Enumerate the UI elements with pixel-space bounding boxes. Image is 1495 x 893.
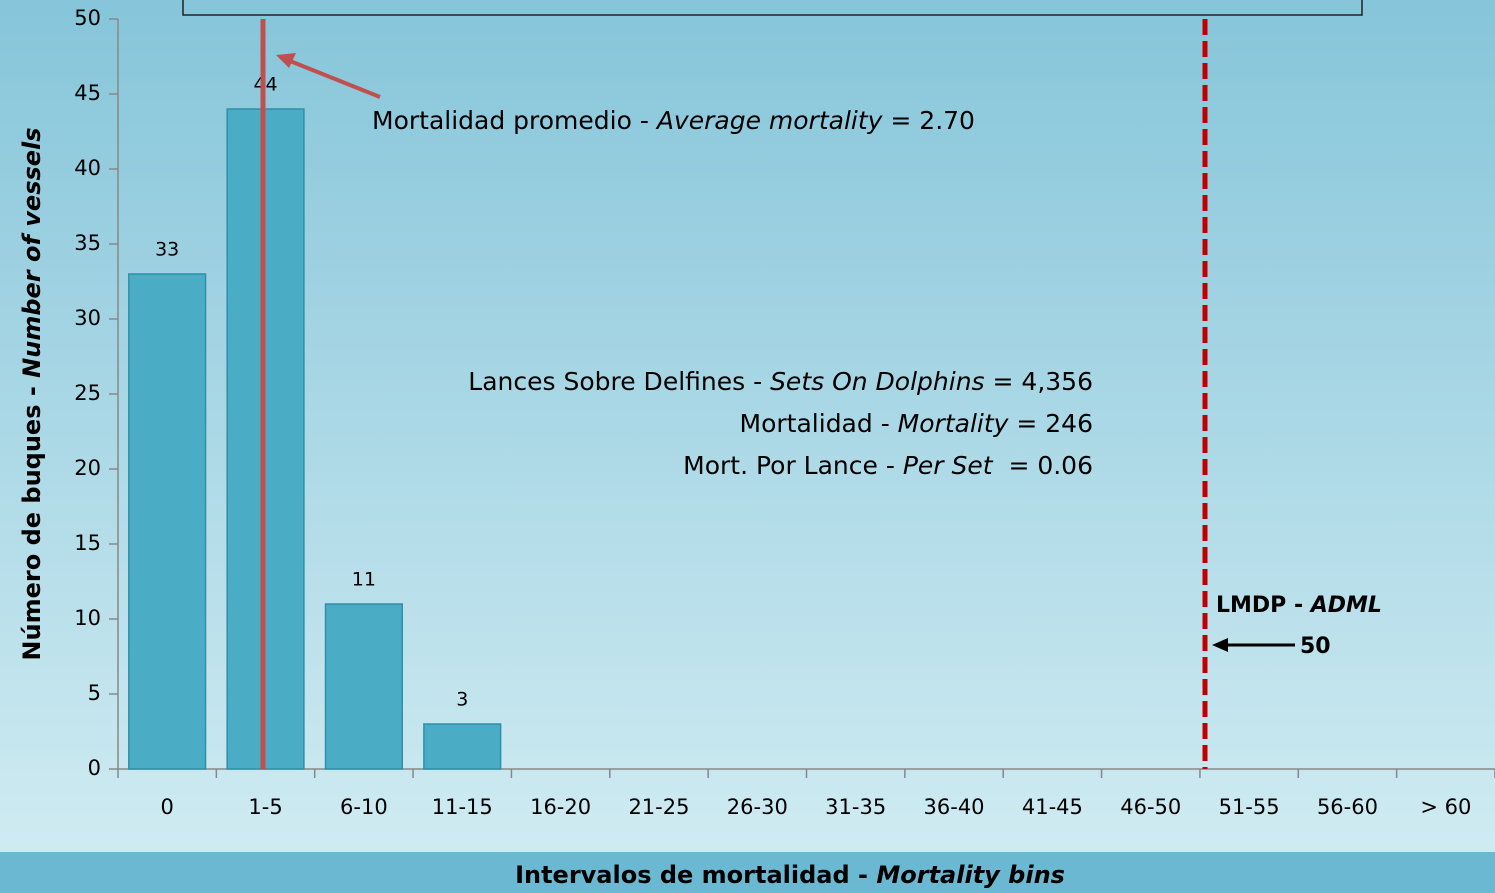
stat-line-part: = 0.06: [993, 451, 1093, 480]
bar: [324, 603, 404, 770]
value-label: 44: [253, 74, 277, 96]
value-label: 3: [456, 689, 468, 711]
value-label: 33: [155, 239, 179, 261]
plot: 0 5 10 15 20 25 30 35 40 45 50 0 33 1-5 44 6-10 11 11-15 3…: [18, 6, 1495, 889]
x-axis-title-part: Intervalos de mortalidad -: [515, 861, 876, 889]
x-tick-label: 36-40: [924, 795, 985, 819]
x-axis-title: Intervalos de mortalidad - Mortality bin…: [515, 861, 1065, 889]
stat-line: Lances Sobre Delfines - Sets On Dolphins…: [468, 367, 1093, 396]
x-tick-label: 26-30: [727, 795, 788, 819]
y-tick-label: 40: [74, 156, 101, 180]
y-tick-label: 30: [74, 306, 101, 330]
stat-line-part: Sets On Dolphins: [770, 367, 985, 396]
limit-label-part: LMDP -: [1216, 593, 1311, 618]
average-note-part: Average mortality: [655, 106, 884, 135]
x-tick-label: 51-55: [1219, 795, 1280, 819]
stat-line-part: = 246: [1008, 409, 1093, 438]
stat-line-part: Mortalidad -: [740, 409, 898, 438]
limit-arrowhead: [1212, 638, 1228, 652]
average-note-part: Mortalidad promedio -: [372, 106, 657, 135]
y-tick-label: 45: [74, 81, 101, 105]
value-label: 11: [352, 569, 376, 591]
stat-line-part: Mortality: [898, 409, 1010, 438]
y-axis-title-part: Number of vessels: [18, 127, 46, 377]
y-axis-title-part: Número de buques -: [18, 378, 46, 661]
x-tick-label: 11-15: [432, 795, 493, 819]
x-tick-label: 0: [160, 795, 173, 819]
top-box: [182, 0, 1363, 16]
y-tick-label: 0: [88, 756, 101, 780]
y-tick-label: 15: [74, 531, 101, 555]
x-tick-label: > 60: [1420, 795, 1471, 819]
bar: [226, 108, 305, 770]
limit-label: LMDP - ADML: [1216, 593, 1382, 618]
y-tick-label: 25: [74, 381, 101, 405]
y-tick-label: 35: [74, 231, 101, 255]
x-tick-label: 6-10: [340, 795, 388, 819]
stat-line-part: Per Set: [903, 451, 994, 480]
limit-value: 50: [1300, 634, 1331, 659]
x-tick-label: 1-5: [248, 795, 282, 819]
average-arrow: [289, 59, 381, 99]
x-tick-label: 21-25: [628, 795, 689, 819]
bar: [128, 273, 207, 770]
y-tick-label: 5: [88, 681, 101, 705]
x-tick-label: 56-60: [1317, 795, 1378, 819]
bottom-band: [0, 852, 1495, 893]
x-tick-label: 31-35: [825, 795, 886, 819]
x-axis-title-part: Mortality bins: [876, 861, 1065, 889]
x-tick-label: 16-20: [530, 795, 591, 819]
x-tick-label: 41-45: [1022, 795, 1083, 819]
x-tick-label: 46-50: [1120, 795, 1181, 819]
stat-line-part: = 4,356: [985, 367, 1093, 396]
stat-line-part: Lances Sobre Delfines -: [468, 367, 770, 396]
bar: [423, 723, 502, 770]
stat-line: Mort. Por Lance - Per Set = 0.06: [683, 451, 1093, 480]
average-arrowhead: [276, 53, 296, 68]
stat-line: Mortalidad - Mortality = 246: [740, 409, 1093, 438]
average-note-part: = 2.70: [882, 106, 975, 135]
y-tick-label: 50: [74, 6, 101, 30]
y-axis-title: Número de buques - Number of vessels: [18, 127, 46, 660]
limit-label-part: ADML: [1309, 593, 1382, 618]
stat-line-part: Mort. Por Lance -: [683, 451, 903, 480]
y-tick-label: 10: [74, 606, 101, 630]
average-note: Mortalidad promedio - Average mortality …: [372, 106, 975, 135]
y-tick-label: 20: [74, 456, 101, 480]
